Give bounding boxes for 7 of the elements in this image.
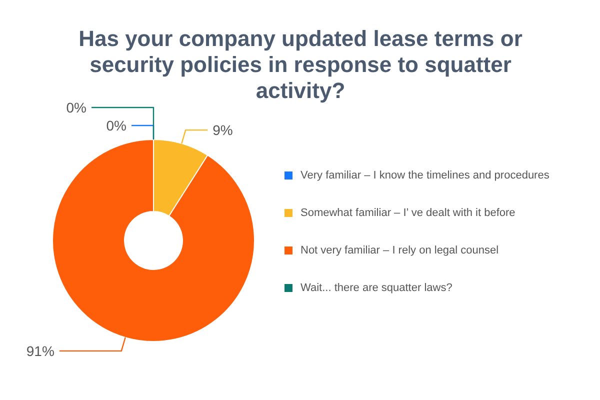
legend-label: Wait... there are squatter laws? bbox=[300, 282, 452, 294]
legend-label: Not very familiar – I rely on legal counsel bbox=[300, 244, 499, 256]
data-label: 9% bbox=[212, 122, 233, 138]
legend-label: Very familiar – I know the timelines and procedures bbox=[300, 170, 550, 182]
data-label: 91% bbox=[26, 342, 54, 359]
text: 0% bbox=[106, 118, 127, 134]
legend-label: Somewhat familiar – I’ ve dealt with it before bbox=[300, 207, 516, 219]
